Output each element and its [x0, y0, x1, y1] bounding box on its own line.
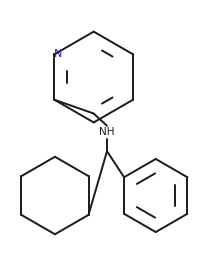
Text: N: N	[54, 49, 62, 59]
Text: NH: NH	[99, 127, 115, 138]
